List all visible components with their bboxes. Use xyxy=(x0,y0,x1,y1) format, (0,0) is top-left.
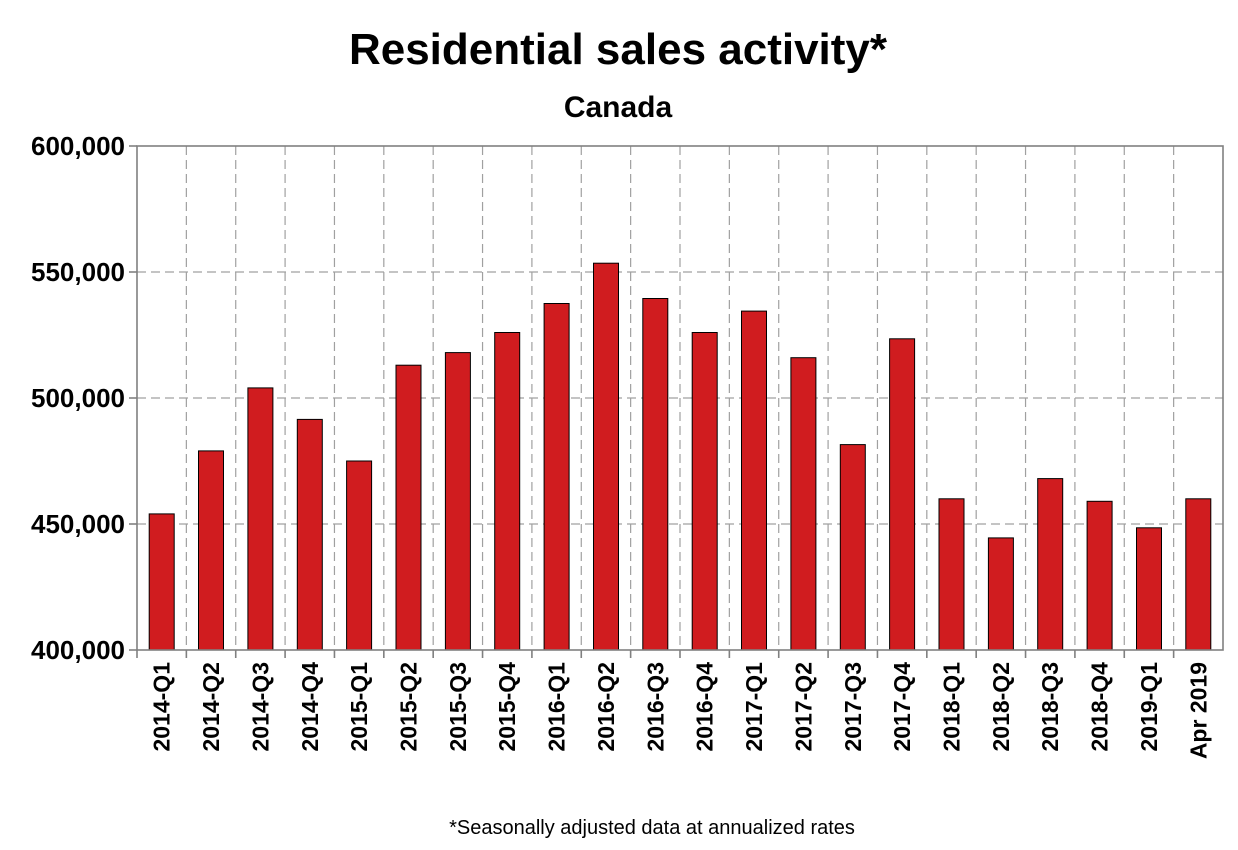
x-tick-label: 2018-Q2 xyxy=(988,662,1014,752)
x-tick-label: 2016-Q1 xyxy=(544,662,570,752)
x-axis-tick-labels: 2014-Q1 2014-Q2 2014-Q3 2014-Q4 2015-Q1 2015-… xyxy=(136,650,1211,759)
bar-2015-q2 xyxy=(395,364,422,651)
bar-2014-q4 xyxy=(296,418,323,651)
bar-2016-q3 xyxy=(642,298,669,651)
gridlines xyxy=(137,146,1223,650)
bar-2017-q4 xyxy=(889,338,916,651)
x-tick-label: 2016-Q4 xyxy=(692,662,718,752)
y-tick-label: 450,000 xyxy=(31,509,125,539)
bar-2014-q3 xyxy=(247,387,274,651)
x-tick-label: 2015-Q1 xyxy=(346,662,372,752)
y-tick-label: 600,000 xyxy=(31,131,125,161)
y-tick-label: 550,000 xyxy=(31,257,125,287)
bar-2017-q1 xyxy=(741,310,767,651)
bar-2018-q2 xyxy=(987,537,1014,651)
chart-title: Residential sales activity* xyxy=(349,25,888,74)
bar-2018-q3 xyxy=(1037,478,1064,651)
x-tick-label: 2017-Q4 xyxy=(889,662,915,752)
x-tick-label: 2014-Q2 xyxy=(198,662,224,752)
x-tick-label: Apr 2019 xyxy=(1185,662,1211,759)
x-tick-label: 2014-Q3 xyxy=(247,662,273,752)
x-tick-label: 2019-Q1 xyxy=(1136,662,1162,752)
bar-2018-q1 xyxy=(938,498,965,651)
bar-2014-q2 xyxy=(198,450,224,651)
x-tick-label: 2015-Q3 xyxy=(445,662,471,752)
bar-2019-q1 xyxy=(1136,527,1162,651)
bar-2016-q4 xyxy=(691,332,718,651)
x-tick-label: 2016-Q2 xyxy=(593,662,619,752)
bar-2016-q1 xyxy=(543,303,570,651)
x-tick-label: 2015-Q4 xyxy=(494,662,520,752)
bar-2015-q1 xyxy=(346,460,373,651)
bar-series xyxy=(148,262,1212,651)
bar-apr-2019 xyxy=(1185,498,1212,651)
chart-subtitle: Canada xyxy=(564,91,673,124)
y-tick-label: 500,000 xyxy=(31,383,125,413)
y-tick-label: 400,000 xyxy=(31,635,125,665)
bar-2015-q3 xyxy=(444,352,471,651)
bar-2016-q2 xyxy=(593,262,619,651)
x-tick-label: 2017-Q2 xyxy=(790,662,816,752)
bar-2015-q4 xyxy=(494,332,521,651)
bar-2017-q3 xyxy=(839,444,866,651)
x-tick-label: 2016-Q3 xyxy=(642,662,668,752)
x-tick-label: 2014-Q4 xyxy=(297,662,323,752)
x-tick-label: 2018-Q1 xyxy=(939,662,965,752)
x-tick-label: 2017-Q3 xyxy=(840,662,866,752)
x-tick-label: 2017-Q1 xyxy=(741,662,767,752)
bar-2014-q1 xyxy=(148,513,175,651)
x-tick-label: 2018-Q3 xyxy=(1037,662,1063,752)
y-axis-tick-labels: 400,000 450,000 500,000 550,000 600,000 xyxy=(31,131,137,665)
bar-2018-q4 xyxy=(1086,500,1113,651)
x-tick-label: 2015-Q2 xyxy=(396,662,422,752)
x-tick-label: 2018-Q4 xyxy=(1087,662,1113,752)
x-tick-label: 2014-Q1 xyxy=(149,662,175,752)
chart-footnote: *Seasonally adjusted data at annualized … xyxy=(449,817,855,839)
bar-2017-q2 xyxy=(790,357,817,651)
